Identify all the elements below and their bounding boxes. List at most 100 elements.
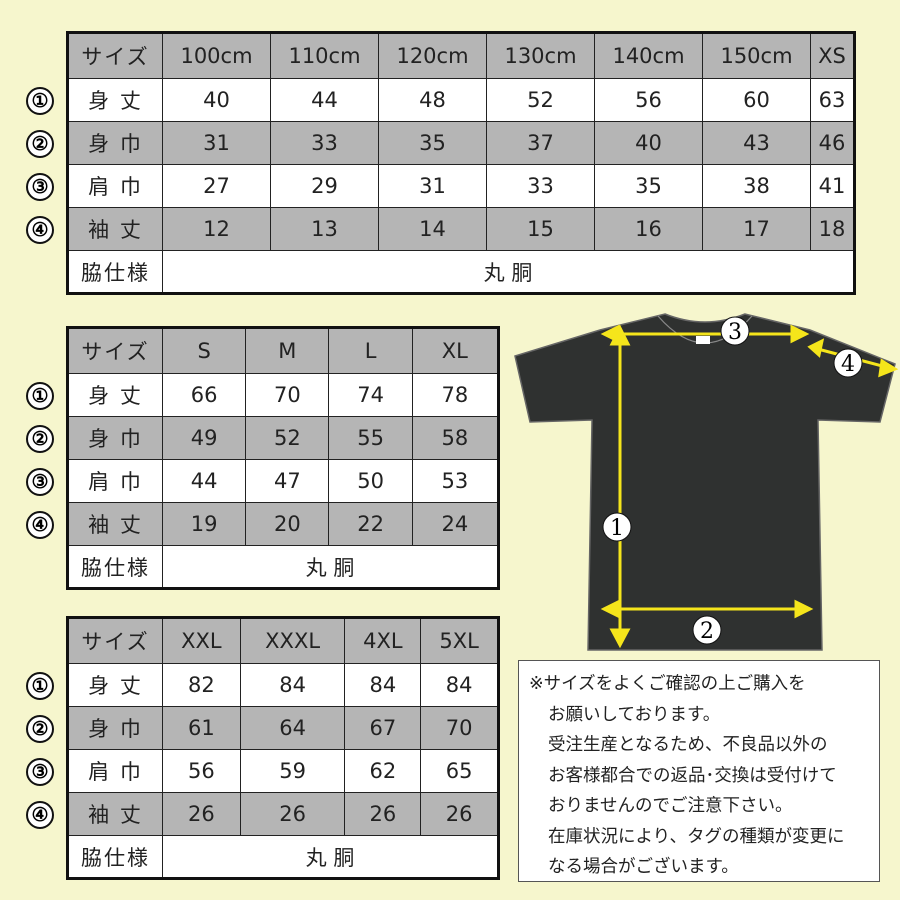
row-marker-1: ① [26, 87, 54, 115]
table-row: 脇仕様丸 胴 [67, 250, 855, 294]
row-marker-1: ① [26, 382, 54, 410]
cell: 20 [245, 502, 330, 546]
row-label: 身 丈 [67, 78, 163, 122]
cell: 48 [378, 78, 487, 122]
side-spec-cell: 丸 胴 [162, 250, 855, 294]
cell: 35 [594, 164, 703, 208]
notice-line: 受注生産となるため、不良品以外の [548, 735, 828, 755]
row-label: 脇仕様 [67, 835, 163, 879]
cell: XXXL [239, 617, 346, 664]
cell: 26 [239, 792, 346, 836]
table-row: 肩 巾 44 47 50 53 [67, 459, 500, 503]
cell: 53 [411, 459, 500, 503]
diagram-label-1: 1 [610, 516, 624, 541]
cell: 65 [420, 749, 499, 793]
cell: L [328, 327, 413, 374]
cell: 37 [486, 121, 595, 165]
table-row: 袖 丈 12 13 14 15 16 17 18 [67, 207, 855, 251]
cell: 14 [378, 207, 487, 251]
cell: 62 [344, 749, 422, 793]
cell: 26 [344, 792, 422, 836]
row-marker-2: ② [26, 715, 54, 743]
cell: XL [411, 327, 500, 374]
cell: XS [810, 32, 855, 79]
diagram-label-3: 3 [728, 320, 742, 345]
row-label: 肩 巾 [67, 164, 163, 208]
tshirt-shape [514, 313, 896, 651]
cell: 44 [270, 78, 379, 122]
cell: 26 [162, 792, 241, 836]
cell: 84 [239, 663, 346, 707]
table-row: 身 巾 49 52 55 58 [67, 416, 500, 460]
table-row: 身 巾 61 64 67 70 [67, 706, 499, 750]
row-label: 脇仕様 [67, 250, 163, 294]
table-row: 脇仕様丸 胴 [67, 835, 499, 879]
cell: 16 [594, 207, 703, 251]
notice-line: お願いしております。 [548, 704, 721, 725]
cell: M [245, 327, 330, 374]
notice-line: 在庫状況により、タグの種類が変更に [548, 826, 845, 847]
cell: 52 [245, 416, 330, 460]
cell: 56 [162, 749, 241, 793]
row-marker-4: ④ [26, 511, 54, 539]
cell: 74 [328, 373, 413, 417]
row-label: 身 丈 [67, 373, 163, 417]
cell: 46 [810, 121, 855, 165]
table-row: 身 丈 82 84 84 84 [67, 663, 499, 707]
table-row: 身 丈 40 44 48 52 56 60 63 [67, 78, 855, 122]
table-row: サイズ XXL XXXL 4XL 5XL [67, 617, 499, 664]
cell: 84 [344, 663, 422, 707]
row-marker-4: ④ [26, 801, 54, 829]
row-label: 脇仕様 [67, 545, 163, 589]
cell: 47 [245, 459, 330, 503]
cell: 15 [486, 207, 595, 251]
table-row: サイズ 100cm 110cm 120cm 130cm 140cm 150cm XS [67, 32, 855, 79]
cell: 52 [486, 78, 595, 122]
row-label: 肩 巾 [67, 459, 163, 503]
cell: 110cm [270, 32, 379, 79]
cell: 50 [328, 459, 413, 503]
cell: 84 [420, 663, 499, 707]
cell: 31 [378, 164, 487, 208]
cell: 40 [162, 78, 271, 122]
cell: 63 [810, 78, 855, 122]
cell: 18 [810, 207, 855, 251]
size-table-2: サイズ S M L XL 身 丈 66 70 74 78 身 巾 49 52 55 58 肩 巾 44 47 50 5… [66, 326, 500, 590]
cell: 33 [486, 164, 595, 208]
cell: 29 [270, 164, 379, 208]
cell: 44 [161, 459, 247, 503]
row-label: 肩 巾 [67, 749, 163, 793]
cell: 67 [344, 706, 422, 750]
table-row: 袖 丈 26 26 26 26 [67, 792, 499, 836]
row-label: 身 丈 [67, 663, 163, 707]
table-row: サイズ S M L XL [67, 327, 500, 374]
cell: 150cm [702, 32, 811, 79]
row-marker-1: ① [26, 672, 54, 700]
notice-line: ※サイズをよくご確認の上ご購入を [529, 674, 806, 694]
tshirt-diagram: 1 2 3 4 [514, 313, 899, 651]
cell: 70 [420, 706, 499, 750]
cell: 58 [411, 416, 500, 460]
cell: 56 [594, 78, 703, 122]
cell: 130cm [486, 32, 595, 79]
cell: S [161, 327, 247, 374]
row-label: サイズ [67, 617, 163, 664]
cell: 61 [162, 706, 241, 750]
cell: 35 [378, 121, 487, 165]
cell: 24 [411, 502, 500, 546]
row-marker-2: ② [26, 130, 54, 158]
row-marker-3: ③ [26, 173, 54, 201]
cell: 43 [702, 121, 811, 165]
cell: 5XL [420, 617, 499, 664]
row-label: 身 巾 [67, 706, 163, 750]
cell: 27 [162, 164, 271, 208]
cell: 100cm [162, 32, 271, 79]
cell: 22 [328, 502, 413, 546]
notice-box: ※サイズをよくご確認の上ご購入を お願いしております。 受注生産となるため、不良… [518, 660, 880, 882]
table-row: 袖 丈 19 20 22 24 [67, 502, 500, 546]
cell: 78 [411, 373, 500, 417]
cell: 49 [161, 416, 247, 460]
cell: 12 [162, 207, 271, 251]
table-row: 身 丈 66 70 74 78 [67, 373, 500, 417]
cell: 59 [239, 749, 346, 793]
